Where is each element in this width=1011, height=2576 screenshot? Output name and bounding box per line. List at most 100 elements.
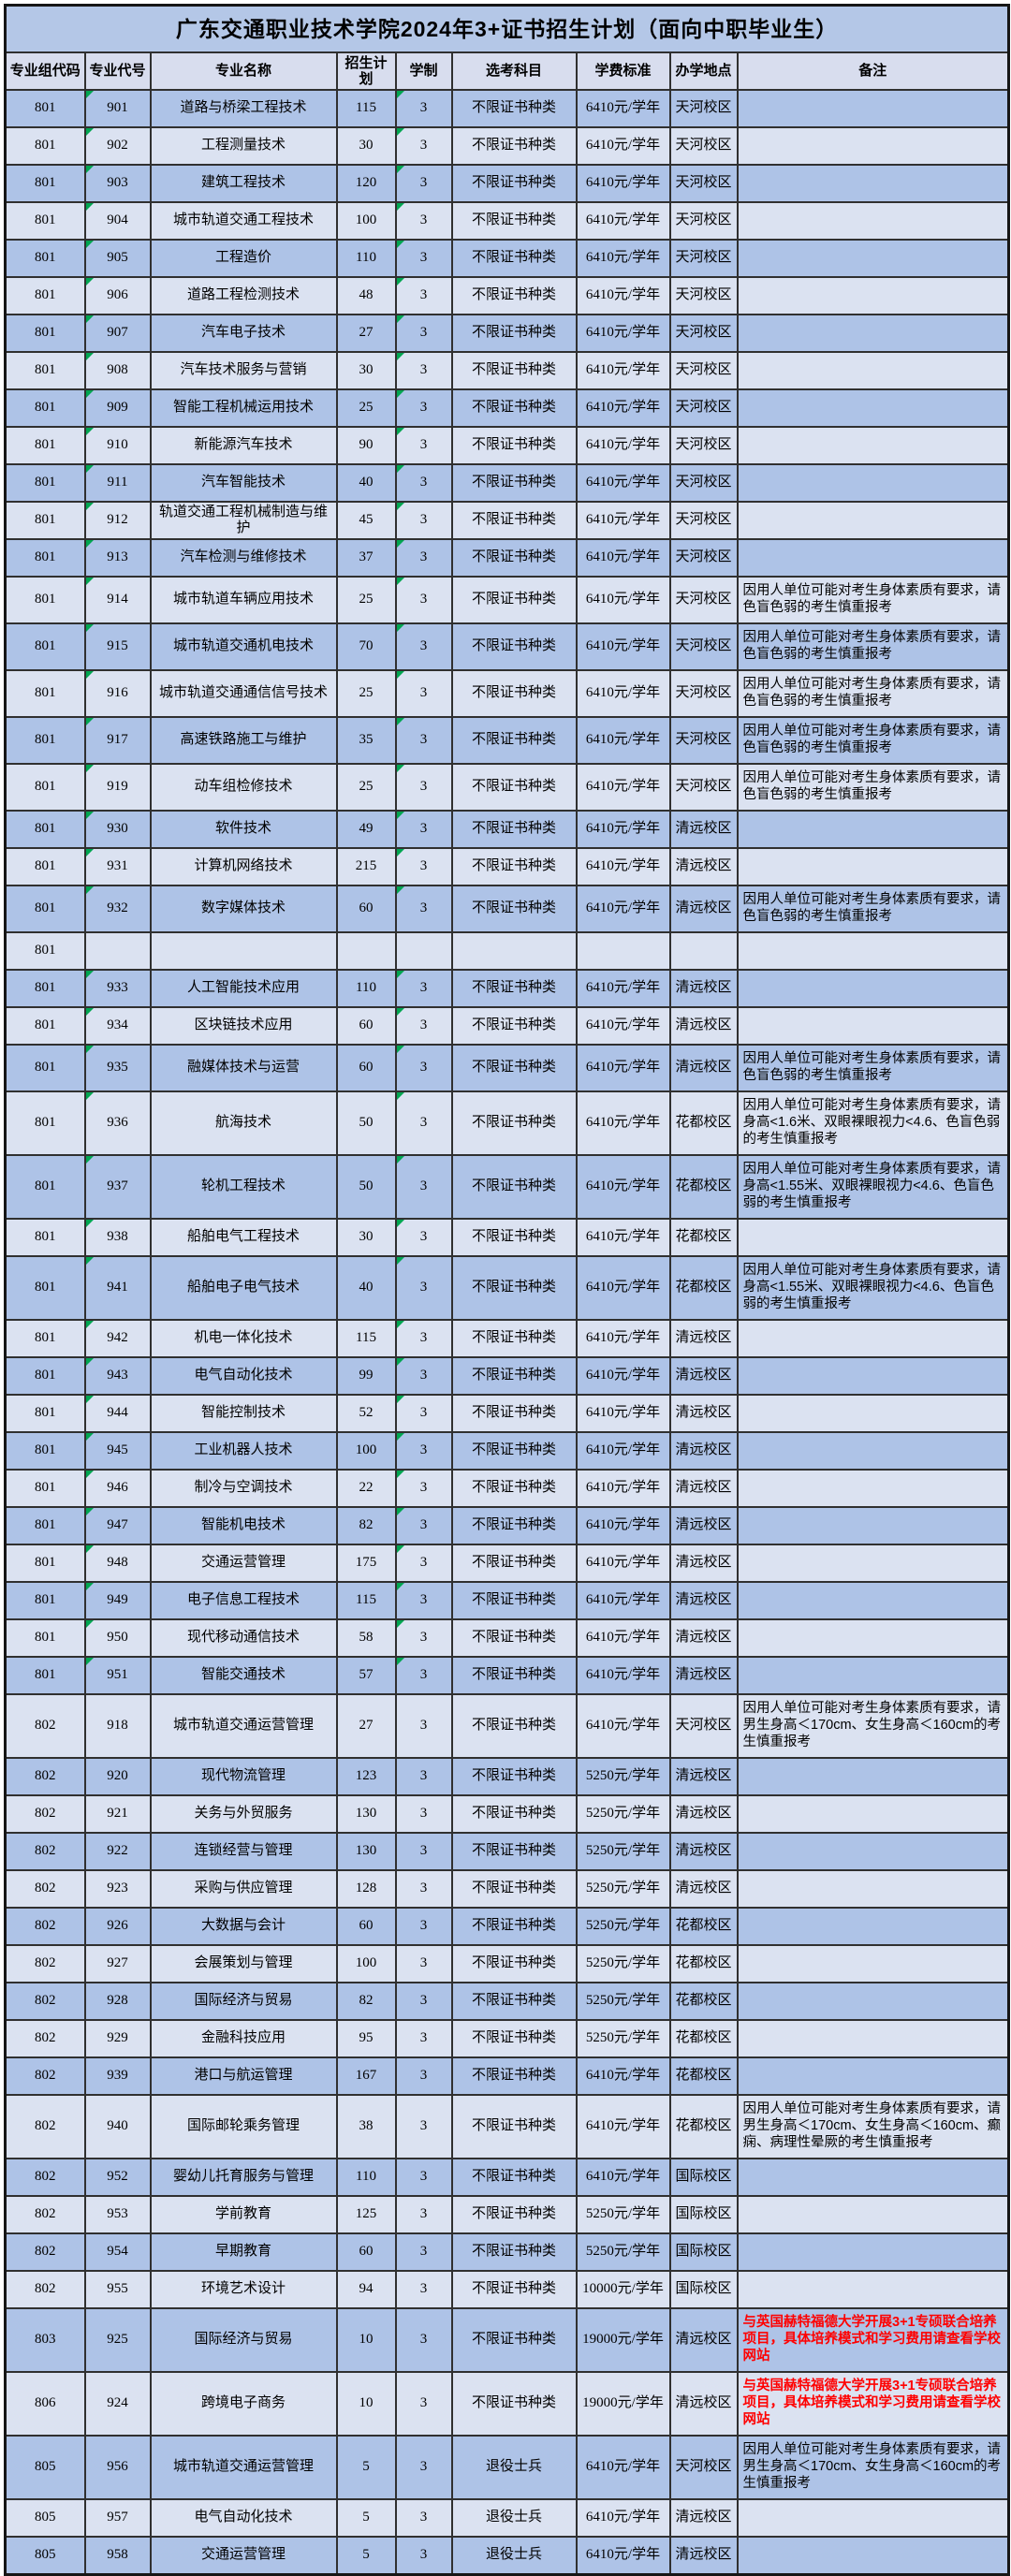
cell-major-code: 946 <box>83 1469 152 1508</box>
cell-group-code: 801 <box>4 1044 86 1092</box>
cell-group-code: 802 <box>4 1907 86 1946</box>
cell-plan: 37 <box>335 538 397 578</box>
cell-years: 3 <box>394 1832 453 1871</box>
cell-major-name: 新能源汽车技术 <box>149 426 338 465</box>
cell-campus: 国际校区 <box>668 2195 739 2234</box>
cell-corner-flag-icon <box>86 766 94 772</box>
cell-major-name: 轨道交通工程机械制造与维护 <box>149 501 338 540</box>
cell-years: 3 <box>394 2056 453 2096</box>
table-row: 802 928 国际经济与贸易 82 3 不限证书种类 5250元/学年 花都校区 <box>4 1982 1010 2021</box>
cell-corner-flag-icon <box>397 1009 404 1016</box>
cell-group-code: 801 <box>4 388 86 428</box>
cell-subject: 不限证书种类 <box>450 716 578 765</box>
cell-corner-flag-icon <box>397 1509 404 1515</box>
cell-group-code: 801 <box>4 1618 86 1658</box>
cell-remark <box>736 126 1010 166</box>
cell-years: 3 <box>394 1044 453 1092</box>
cell-remark <box>736 1757 1010 1796</box>
cell-plan: 45 <box>335 501 397 540</box>
cell-years: 3 <box>394 2270 453 2309</box>
cell-plan: 38 <box>335 2094 397 2159</box>
cell-years: 3 <box>394 1693 453 1759</box>
cell-subject: 不限证书种类 <box>450 2232 578 2272</box>
cell-years: 3 <box>394 1794 453 1834</box>
cell-group-code: 803 <box>4 2307 86 2373</box>
cell-group-code: 802 <box>4 1944 86 1983</box>
cell-remark: 因用人单位可能对考生身体素质有要求，请色盲色弱的考生慎重报考 <box>736 1044 1010 1092</box>
cell-corner-flag-icon <box>397 1397 404 1403</box>
table-row: 801 916 城市轨道交通通信信号技术 25 3 不限证书种类 6410元/学年 天河校区因… <box>4 669 1010 718</box>
cell-subject: 不限证书种类 <box>450 1869 578 1909</box>
cell-group-code: 801 <box>4 201 86 241</box>
cell-campus: 国际校区 <box>668 2232 739 2272</box>
cell-years: 3 <box>394 1618 453 1658</box>
cell-fee: 5250元/学年 <box>575 2232 671 2272</box>
cell-plan: 57 <box>335 1656 397 1695</box>
cell-corner-flag-icon <box>86 672 94 679</box>
cell-subject: 不限证书种类 <box>450 1794 578 1834</box>
cell-subject: 不限证书种类 <box>450 1218 578 1257</box>
cell-fee: 6410元/学年 <box>575 351 671 390</box>
cell-corner-flag-icon <box>397 204 404 211</box>
cell-fee: 5250元/学年 <box>575 1944 671 1983</box>
cell-fee: 6410元/学年 <box>575 2158 671 2197</box>
cell-campus: 天河校区 <box>668 351 739 390</box>
col-remark: 备注 <box>736 51 1010 91</box>
cell-major-name: 城市轨道交通机电技术 <box>149 622 338 671</box>
cell-major-name: 金融科技应用 <box>149 2019 338 2058</box>
cell-plan: 40 <box>335 463 397 503</box>
cell-remark <box>736 1544 1010 1583</box>
cell-major-name: 早期教育 <box>149 2232 338 2272</box>
cell-campus: 清远校区 <box>668 810 739 849</box>
table-row: 801 949 电子信息工程技术 115 3 不限证书种类 6410元/学年 清远校区 <box>4 1581 1010 1620</box>
cell-years: 3 <box>394 426 453 465</box>
cell-fee: 6410元/学年 <box>575 969 671 1008</box>
cell-remark <box>736 2056 1010 2096</box>
cell-major-code: 937 <box>83 1154 152 1220</box>
cell-group-code: 801 <box>4 669 86 718</box>
cell-fee: 6410元/学年 <box>575 388 671 428</box>
cell-campus: 清远校区 <box>668 1794 739 1834</box>
cell-group-code: 802 <box>4 1869 86 1909</box>
cell-remark <box>736 201 1010 241</box>
cell-years: 3 <box>394 1154 453 1220</box>
cell-campus: 天河校区 <box>668 669 739 718</box>
table-row: 801 907 汽车电子技术 27 3 不限证书种类 6410元/学年 天河校区 <box>4 314 1010 353</box>
cell-fee: 6410元/学年 <box>575 1218 671 1257</box>
cell-major-code: 943 <box>83 1356 152 1396</box>
table-row: 801 941 船舶电子电气技术 40 3 不限证书种类 6410元/学年 花都校区 因用人单位… <box>4 1255 1010 1321</box>
cell-campus: 花都校区 <box>668 1090 739 1156</box>
cell-remark <box>736 1944 1010 1983</box>
cell-corner-flag-icon <box>86 1258 94 1265</box>
cell-plan: 115 <box>335 89 397 128</box>
cell-subject: 不限证书种类 <box>450 1944 578 1983</box>
cell-major-name: 汽车电子技术 <box>149 314 338 353</box>
cell-major-name: 现代移动通信技术 <box>149 1618 338 1658</box>
cell-major-code: 947 <box>83 1506 152 1545</box>
cell-plan: 215 <box>335 847 397 886</box>
cell-subject: 不限证书种类 <box>450 1319 578 1358</box>
col-plan: 招生计划 <box>335 51 397 91</box>
cell-remark <box>736 276 1010 315</box>
cell-group-code: 802 <box>4 2019 86 2058</box>
cell-subject: 不限证书种类 <box>450 2270 578 2309</box>
cell-major-code: 911 <box>83 463 152 503</box>
cell-years: 3 <box>394 1869 453 1909</box>
table-row: 801 950 现代移动通信技术 58 3 不限证书种类 6410元/学年 清远校区 <box>4 1618 1010 1658</box>
cell-major-code: 908 <box>83 351 152 390</box>
table-row: 801 932 数字媒体技术 60 3 不限证书种类 6410元/学年 清远校区 因用人单位可能… <box>4 885 1010 933</box>
cell-remark <box>736 1469 1010 1508</box>
cell-fee: 5250元/学年 <box>575 1869 671 1909</box>
table-row: 802 952 婴幼儿托育服务与管理 110 3 不限证书种类 6410元/学年 国际校区 <box>4 2158 1010 2197</box>
cell-major-name: 软件技术 <box>149 810 338 849</box>
cell-campus: 清远校区 <box>668 1832 739 1871</box>
cell-subject: 不限证书种类 <box>450 89 578 128</box>
cell-fee: 6410元/学年 <box>575 885 671 933</box>
cell-fee: 6410元/学年 <box>575 276 671 315</box>
cell-group-code: 805 <box>4 2498 86 2538</box>
cell-campus: 天河校区 <box>668 763 739 812</box>
cell-corner-flag-icon <box>86 242 94 248</box>
cell-corner-flag-icon <box>397 766 404 772</box>
cell-major-name: 城市轨道车辆应用技术 <box>149 576 338 624</box>
cell-plan: 110 <box>335 2158 397 2197</box>
